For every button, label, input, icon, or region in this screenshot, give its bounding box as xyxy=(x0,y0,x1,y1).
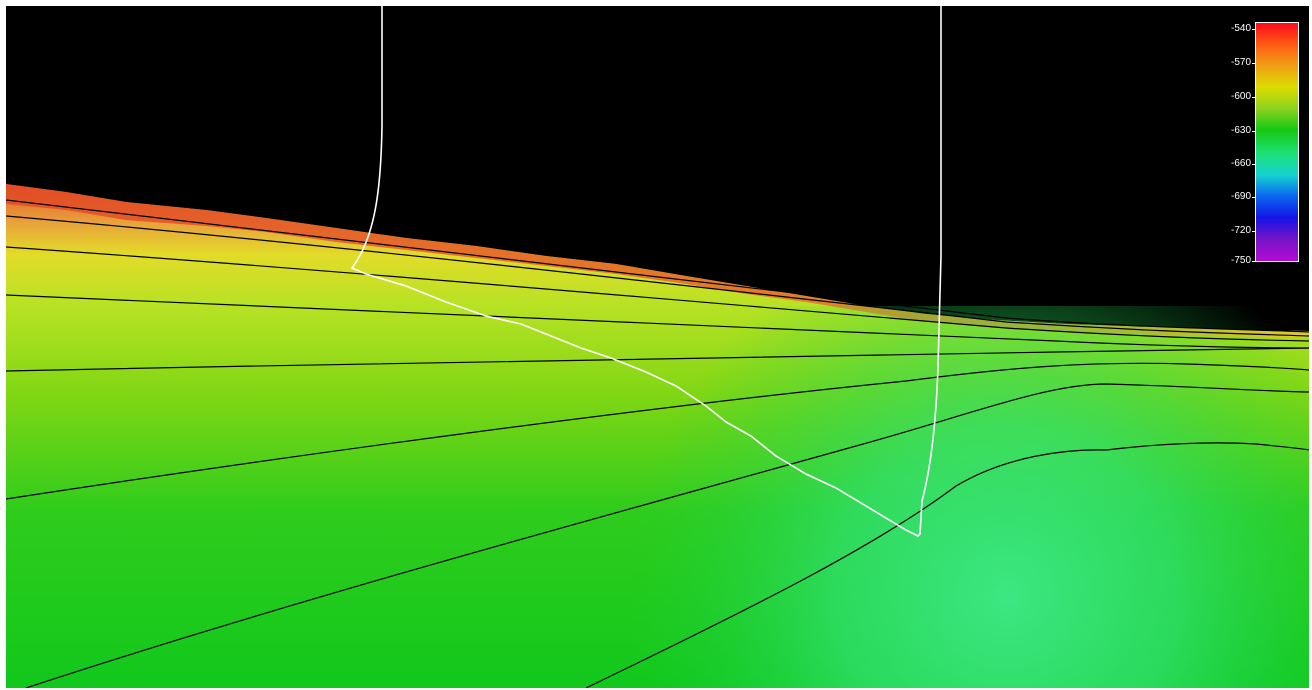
well-trajectory xyxy=(350,6,942,537)
contour-line xyxy=(585,442,1309,688)
terrain-scene xyxy=(6,6,1309,688)
contour-line xyxy=(25,383,1309,688)
legend-tick-label: -750 xyxy=(1218,254,1255,268)
well-path xyxy=(350,6,942,537)
legend-tick-label: -660 xyxy=(1218,157,1255,171)
depth-color-legend: -540 -570 -600 -630 -660 -690 -720 -750 xyxy=(1218,22,1306,268)
legend-tick-label: -600 xyxy=(1218,90,1255,104)
contour-line xyxy=(6,362,1309,500)
contour-line xyxy=(6,215,1309,337)
depth-glow xyxy=(6,306,1309,688)
legend-tick-label: -570 xyxy=(1218,56,1255,70)
contour-line xyxy=(6,246,1309,342)
3d-viewport[interactable]: -540 -570 -600 -630 -660 -690 -720 -750 xyxy=(6,6,1309,688)
legend-tick-label: -720 xyxy=(1218,224,1255,238)
legend-color-bar xyxy=(1255,22,1299,262)
legend-tick-label: -630 xyxy=(1218,124,1255,138)
legend-tick-label: -690 xyxy=(1218,190,1255,204)
legend-tick-label: -540 xyxy=(1218,22,1255,36)
